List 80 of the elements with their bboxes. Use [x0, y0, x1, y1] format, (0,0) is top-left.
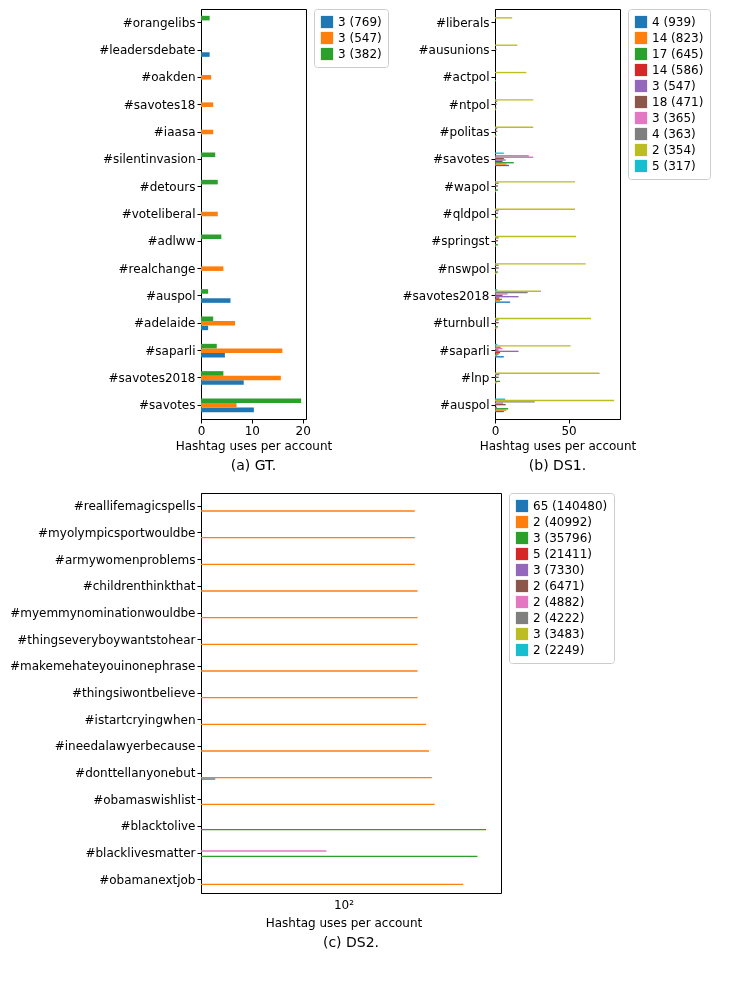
legend-label: 17 (645) — [652, 47, 704, 61]
legend-label: 14 (823) — [652, 31, 704, 45]
y-tick-label: #auspol — [439, 398, 490, 413]
y-tick-label: #donttellanyonebut — [75, 766, 196, 780]
y-tick-label: #nswpol — [437, 261, 490, 276]
x-axis-title: Hashtag uses per account — [265, 915, 423, 930]
y-tick-label: #ausunions — [418, 43, 490, 57]
y-tick-label: #ntpol — [448, 97, 490, 112]
y-tick-label: #oakden — [141, 70, 196, 85]
y-tick-label: #orangelibs — [122, 15, 196, 30]
legend-label: 3 (382) — [338, 47, 382, 61]
y-tick-label: #saparli — [439, 343, 490, 358]
legend-label: 14 (586) — [652, 63, 704, 77]
x-tick-label: 20 — [295, 423, 311, 438]
y-tick-label: #thingseveryboywantstohear — [17, 632, 196, 647]
y-tick-label: #savotes18 — [123, 97, 196, 112]
y-tick-label: #istartcryingwhen — [84, 712, 196, 727]
y-tick-label: #realchange — [118, 261, 196, 276]
legend-label: 2 (354) — [652, 143, 696, 157]
legend-label: 2 (4882) — [533, 595, 585, 609]
legend-label: 2 (4222) — [533, 611, 585, 625]
legend-label: 3 (547) — [652, 79, 696, 93]
legend-label: 4 (363) — [652, 127, 696, 141]
x-tick-label: 50 — [561, 423, 577, 438]
legend-label: 2 (2249) — [533, 643, 585, 657]
y-tick-label: #iaasa — [153, 125, 196, 139]
y-tick-label: #silentinvasion — [102, 152, 196, 167]
text: (b) DS1. — [528, 457, 587, 473]
legend-label: 3 (769) — [338, 15, 382, 29]
y-tick-label: #ineedalawyerbecause — [54, 739, 196, 754]
x-tick-label: 0 — [197, 423, 206, 438]
y-tick-label: #qldpol — [442, 207, 490, 221]
y-tick-label: #saparli — [145, 343, 196, 358]
y-tick-label: #myolympicsportwouldbe — [38, 526, 196, 540]
y-tick-label: #leadersdebate — [99, 43, 196, 57]
text: (c) DS2. — [322, 934, 380, 950]
x-axis-title: Hashtag uses per account — [479, 438, 637, 453]
y-tick-label: #wapol — [443, 179, 490, 194]
y-tick-label: #detours — [139, 179, 196, 194]
y-tick-label: #savotes2018 — [402, 289, 490, 303]
y-tick-label: #thingsiwontbelieve — [71, 686, 196, 700]
y-tick-label: #auspol — [145, 289, 196, 303]
text: (a) GT. — [230, 457, 277, 473]
legend-label: 5 (317) — [652, 159, 696, 173]
legend-label: 5 (21411) — [533, 547, 592, 561]
y-tick-label: #obamaswishlist — [93, 792, 196, 807]
legend-label: 3 (547) — [338, 31, 382, 45]
legend-label: 2 (40992) — [533, 515, 592, 529]
y-tick-label: #savotes — [433, 152, 490, 167]
y-tick-label: #childrenthinkthat — [82, 579, 196, 594]
y-tick-label: #lnp — [460, 371, 490, 385]
legend-label: 3 (7330) — [533, 563, 585, 577]
x-tick-label: 0 — [491, 423, 500, 438]
y-tick-label: #blacklivesmatter — [85, 846, 196, 860]
y-tick-label: #adelaide — [134, 316, 196, 331]
y-tick-label: #reallifemagicspells — [73, 499, 196, 514]
y-tick-label: #blacktolive — [120, 819, 196, 834]
y-tick-label: #actpol — [442, 70, 490, 85]
legend-label: 18 (471) — [652, 95, 704, 109]
y-tick-label: #savotes — [139, 398, 196, 413]
y-tick-label: #liberals — [435, 15, 490, 30]
text: 10² — [333, 897, 355, 912]
y-tick-label: #savotes2018 — [108, 371, 196, 385]
legend-label: 3 (35796) — [533, 531, 592, 545]
y-tick-label: #makemehateyouinonephrase — [9, 659, 196, 674]
legend-label: 2 (6471) — [533, 579, 585, 593]
y-tick-label: #politas — [439, 125, 490, 139]
y-tick-label: #armywomenproblems — [54, 552, 196, 567]
x-axis-title: Hashtag uses per account — [175, 438, 333, 453]
y-tick-label: #adlww — [147, 234, 196, 249]
legend-label: 4 (939) — [652, 15, 696, 29]
y-tick-label: #turnbull — [432, 316, 490, 331]
legend-label: 3 (3483) — [533, 627, 585, 641]
legend-label: 3 (365) — [652, 111, 696, 125]
y-tick-label: #obamanextjob — [99, 872, 196, 887]
y-tick-label: #voteliberal — [121, 207, 196, 221]
y-tick-label: #myemmynominationwouldbe — [10, 606, 196, 620]
x-tick-label: 10 — [244, 423, 260, 438]
y-tick-label: #springst — [431, 234, 490, 249]
legend-label: 65 (140480) — [533, 499, 608, 513]
